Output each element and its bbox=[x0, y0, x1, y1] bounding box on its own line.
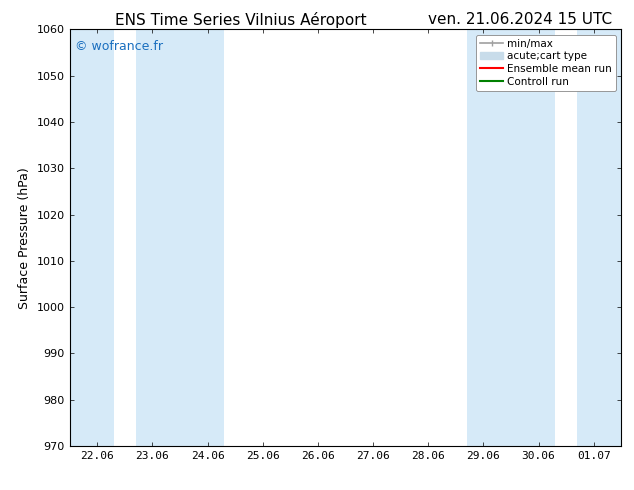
Legend: min/max, acute;cart type, Ensemble mean run, Controll run: min/max, acute;cart type, Ensemble mean … bbox=[476, 35, 616, 91]
Bar bbox=[136, 29, 224, 446]
Text: ven. 21.06.2024 15 UTC: ven. 21.06.2024 15 UTC bbox=[428, 12, 612, 27]
Bar bbox=[70, 29, 114, 446]
Bar bbox=[467, 29, 555, 446]
Text: © wofrance.fr: © wofrance.fr bbox=[75, 40, 164, 53]
Bar bbox=[577, 29, 621, 446]
Text: ENS Time Series Vilnius Aéroport: ENS Time Series Vilnius Aéroport bbox=[115, 12, 366, 28]
Y-axis label: Surface Pressure (hPa): Surface Pressure (hPa) bbox=[18, 167, 31, 309]
